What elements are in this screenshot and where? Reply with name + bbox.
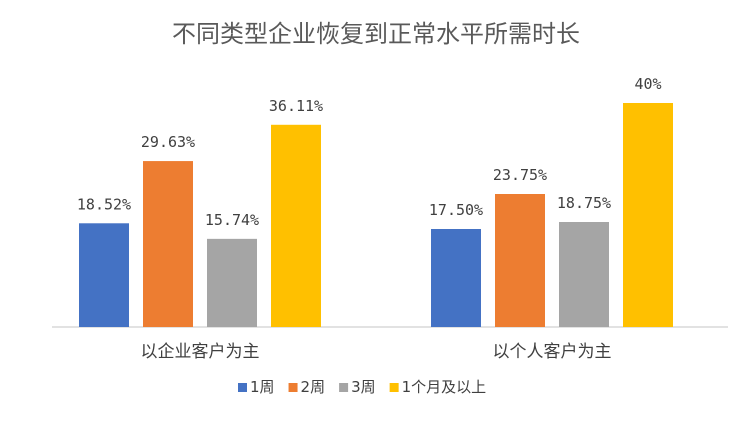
data-label-group: 18.52% 29.63% 15.74% 36.11% 17.50% 23.75% 18.7… [77,75,662,229]
legend-label: 2周 [301,378,326,396]
bar-2-2 [495,194,545,327]
legend-swatch [389,383,399,392]
bar-1-1 [79,223,129,327]
chart-title: 不同类型企业恢复到正常水平所需时长 [172,20,580,48]
data-label: 17.50% [429,201,483,219]
category-label: 以个人客户为主 [493,342,612,362]
data-label: 36.11% [269,97,323,115]
data-label: 23.75% [493,166,547,184]
data-label: 18.75% [557,194,611,212]
legend-swatch [238,383,247,392]
data-label: 40% [634,75,661,93]
legend-swatch [339,383,349,392]
category-label: 以企业客户为主 [141,342,260,362]
bar-1-2 [431,229,481,327]
data-label: 15.74% [205,211,259,229]
data-label: 18.52% [77,195,131,213]
bar-3-2 [559,222,609,327]
bar-4-1 [271,124,321,327]
bar-group [79,103,673,327]
legend-swatch [288,383,298,392]
data-label: 29.63% [141,133,195,151]
legend: 1周 2周 3周 1个月及以上 [238,378,486,396]
bar-2-1 [143,161,193,327]
category-label-group: 以企业客户为主 以个人客户为主 [141,342,612,362]
legend-label: 1个月及以上 [402,378,487,396]
legend-label: 3周 [351,378,376,396]
bar-3-1 [207,238,257,327]
legend-label: 1周 [250,378,275,396]
bar-4-2 [623,103,673,327]
